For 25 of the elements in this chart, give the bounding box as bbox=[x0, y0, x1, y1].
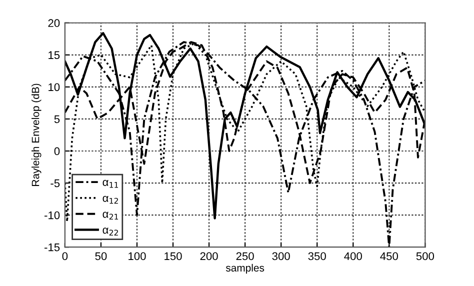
legend-label: α$_{12}$ bbox=[102, 196, 118, 204]
x-tick-label: 100 bbox=[128, 252, 146, 260]
x-tick-label: 0 bbox=[62, 252, 68, 260]
y-tick-label: 0 bbox=[54, 147, 60, 156]
y-tick-label: 5 bbox=[54, 115, 60, 124]
y-tick-label: 15 bbox=[48, 51, 60, 60]
x-tick-label: 200 bbox=[200, 252, 218, 260]
legend-label: α$_{21}$ bbox=[102, 212, 118, 220]
x-tick-label: 400 bbox=[344, 252, 362, 260]
x-tick-label: 300 bbox=[272, 252, 290, 260]
y-tick-label: -5 bbox=[50, 179, 60, 188]
y-tick-label: 20 bbox=[48, 19, 60, 28]
y-tick-label: -15 bbox=[44, 243, 60, 252]
x-tick-label: 50 bbox=[95, 252, 107, 260]
y-axis-title: Rayleigh Envelop (dB) bbox=[32, 84, 42, 186]
x-tick-label: 450 bbox=[380, 252, 398, 260]
x-tick-label: 150 bbox=[164, 252, 182, 260]
y-tick-label: 10 bbox=[48, 83, 60, 92]
x-tick-label: 500 bbox=[416, 252, 434, 260]
x-tick-label: 350 bbox=[308, 252, 326, 260]
y-tick-label: -10 bbox=[44, 211, 60, 220]
legend-label: α$_{22}$ bbox=[102, 228, 118, 236]
x-axis-title: samples bbox=[226, 264, 264, 274]
x-tick-label: 250 bbox=[236, 252, 254, 260]
legend-label: α$_{11}$ bbox=[102, 180, 118, 188]
